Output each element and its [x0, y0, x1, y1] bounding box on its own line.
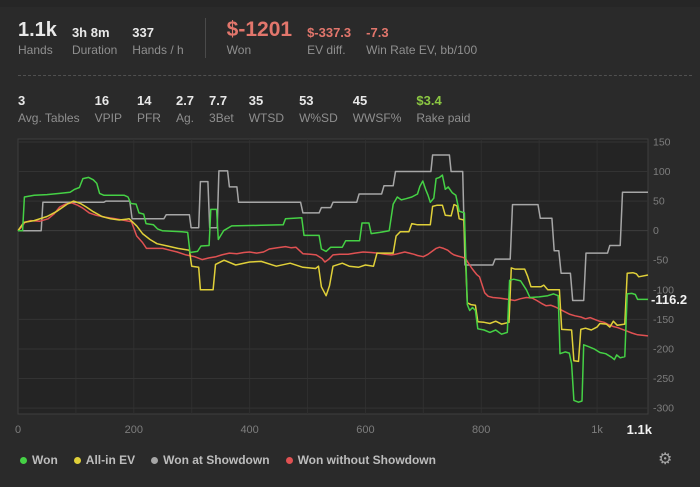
stat-value: 3 [18, 93, 26, 108]
x-axis-tick-label: 0 [15, 424, 21, 436]
y-axis-tick-label: -300 [653, 403, 674, 415]
stat-block-money-2: -7.3 Win Rate EV, bb/100 [366, 25, 477, 58]
y-axis-tick-label: 0 [653, 225, 659, 237]
y-axis-tick-label: -100 [653, 284, 674, 296]
legend-label: Won at Showdown [163, 453, 270, 467]
primary-stats-row: 1.1k Hands 3h 8m Duration 337 Hands / h $-120… [18, 16, 696, 58]
x-axis-tick-label: 400 [240, 424, 258, 436]
stat-block-secondary-2: 14 PFR [137, 93, 161, 126]
dashed-separator [18, 75, 692, 76]
stat-block-primary-1: 3h 8m Duration [72, 25, 117, 58]
stat-block-secondary-8: $3.4 Rake paid [416, 93, 470, 126]
stat-label: W%SD [299, 111, 338, 125]
legend-item-all-in-ev[interactable]: All-in EV [73, 453, 136, 467]
x-axis-tick-label: 800 [472, 424, 490, 436]
legend-label: Won without Showdown [297, 453, 436, 467]
stat-label: EV diff. [307, 43, 346, 57]
session-winnings-chart: 150 100 50 0 -50 -100 -150 -200 -250 -300 0 200 400 6… [15, 136, 687, 437]
series-line-won-at-showdown [18, 154, 648, 302]
stat-value: 3h 8m [71, 25, 110, 40]
session-stats-group: 1.1k Hands 3h 8m Duration 337 Hands / h [18, 19, 184, 58]
winnings-stats-group: $-1201 Won $-337.3 EV diff. -7.3 Win Rate EV,… [227, 18, 477, 58]
legend-dot-icon [285, 456, 293, 464]
stat-label: Rake paid [416, 111, 471, 125]
stat-label: PFR [136, 111, 161, 125]
y-axis-tick-label: 100 [653, 166, 671, 178]
series-line-won [18, 174, 648, 403]
stat-value: $-1201 [226, 18, 293, 41]
stat-value: 45 [352, 93, 368, 108]
stat-label: Avg. Tables [18, 111, 80, 125]
stat-value: 16 [94, 93, 110, 108]
legend-item-won[interactable]: Won [20, 453, 58, 467]
y-axis-tick-label: -200 [653, 343, 674, 355]
stat-label: WTSD [248, 111, 285, 125]
y-axis-tick-label: -250 [653, 373, 674, 385]
stat-block-primary-0: 1.1k Hands [18, 19, 57, 58]
stat-block-money-0: $-1201 Won [227, 18, 292, 58]
stat-label: WWSF% [352, 111, 402, 125]
y-axis-tick-label: 150 [653, 136, 671, 148]
legend-label: All-in EV [85, 453, 136, 467]
chart-legend: Won All-in EV Won at Showdown Won without S… [20, 453, 436, 467]
legend-item-won-at-showdown[interactable]: Won at Showdown [151, 453, 270, 467]
stat-label: VPIP [94, 111, 122, 125]
x-axis-tick-label: 200 [125, 424, 143, 436]
y-axis-tick-label: 50 [653, 196, 665, 208]
stat-label: Hands [18, 43, 53, 57]
stat-label: Hands / h [132, 43, 184, 57]
stat-block-secondary-4: 7.7 3Bet [209, 93, 234, 126]
stat-value: 1.1k [18, 19, 57, 41]
stat-label: Won [226, 43, 252, 57]
plot-area [17, 138, 649, 415]
y-axis-tick-label: -150 [653, 314, 674, 326]
legend-label: Won [32, 453, 58, 467]
stat-block-secondary-1: 16 VPIP [95, 93, 122, 126]
series-line-won-without-showdown [17, 202, 649, 337]
stats-divider [204, 18, 206, 58]
stat-value: 337 [132, 25, 154, 40]
stat-value: 14 [136, 93, 152, 108]
window-top-strip [0, 0, 700, 7]
stat-block-secondary-7: 45 WWSF% [353, 93, 402, 126]
stat-value: 7.7 [209, 93, 228, 108]
legend-item-won-without-showdown[interactable]: Won without Showdown [285, 453, 436, 467]
stat-block-primary-2: 337 Hands / h [132, 25, 183, 58]
legend-dot-icon [151, 456, 159, 464]
x-axis-tick-label: 1k [591, 424, 603, 436]
stat-value: 53 [299, 93, 314, 108]
legend-dot-icon [73, 456, 81, 464]
current-value-label: -116.2 [651, 292, 687, 307]
stat-block-secondary-3: 2.7 Ag. [176, 93, 194, 126]
stat-block-secondary-5: 35 WTSD [249, 93, 284, 126]
stat-block-secondary-0: 3 Avg. Tables [18, 93, 80, 126]
stat-label: Ag. [175, 111, 194, 125]
stat-value: $-337.3 [307, 25, 352, 40]
series-line-all-in-ev [17, 200, 649, 363]
stat-block-money-1: $-337.3 EV diff. [307, 25, 351, 58]
stat-label: Win Rate EV, bb/100 [366, 43, 478, 57]
secondary-stats-row: 3 Avg. Tables 16 VPIP 14 PFR 2.7 Ag. 7.7 3Bet 35 WT… [18, 88, 696, 126]
y-axis-tick-label: -50 [653, 255, 668, 267]
stat-block-secondary-6: 53 W%SD [299, 93, 338, 126]
stat-value: 35 [248, 93, 264, 108]
stat-label: Duration [71, 43, 118, 57]
settings-gear-icon[interactable]: ⚙ [658, 451, 673, 468]
legend-dot-icon [20, 456, 27, 464]
stat-value: $3.4 [416, 93, 442, 108]
stat-value: 2.7 [175, 93, 195, 108]
stat-label: 3Bet [209, 111, 234, 125]
x-axis-tick-label: 600 [356, 424, 374, 436]
stat-value: -7.3 [366, 25, 389, 40]
current-hands-label: 1.1k [627, 422, 653, 437]
